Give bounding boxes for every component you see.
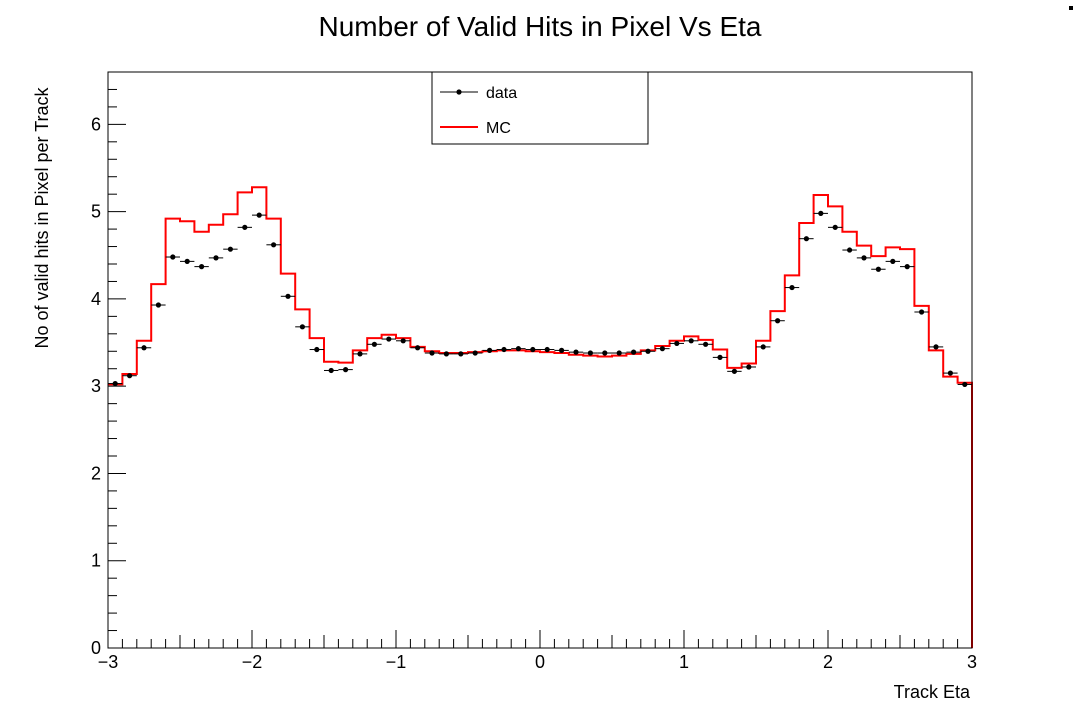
axis-ticks bbox=[107, 71, 973, 649]
y-tick-label: 0 bbox=[91, 638, 101, 658]
x-axis-label: Track Eta bbox=[894, 682, 971, 702]
data-point bbox=[357, 351, 363, 357]
data-point bbox=[472, 350, 478, 356]
data-point bbox=[184, 258, 190, 264]
y-tick-labels: 0 1 2 3 4 5 6 bbox=[91, 114, 101, 658]
x-tick-label: −3 bbox=[98, 652, 119, 672]
y-tick-label: 6 bbox=[91, 114, 101, 134]
chart-title: Number of Valid Hits in Pixel Vs Eta bbox=[319, 11, 762, 42]
data-point bbox=[659, 346, 666, 352]
y-tick-label: 1 bbox=[91, 551, 101, 571]
y-tick-label: 2 bbox=[91, 463, 101, 483]
mc-step-line bbox=[108, 186, 973, 648]
data-point bbox=[731, 368, 738, 374]
data-point bbox=[573, 349, 579, 355]
data-point bbox=[616, 350, 622, 356]
data-point bbox=[328, 367, 334, 374]
data-point bbox=[127, 373, 133, 379]
data-point bbox=[645, 348, 651, 354]
data-point bbox=[443, 351, 449, 357]
y-tick-label: 3 bbox=[91, 376, 101, 396]
data-point bbox=[803, 236, 810, 242]
data-point bbox=[904, 264, 910, 270]
data-point bbox=[703, 341, 709, 347]
x-tick-label: 3 bbox=[967, 652, 977, 672]
data-point bbox=[415, 345, 421, 351]
data-point bbox=[962, 381, 968, 388]
data-point bbox=[861, 255, 867, 261]
data-point bbox=[602, 350, 608, 356]
data-point bbox=[530, 346, 536, 353]
y-axis-label: No of valid hits in Pixel per Track bbox=[32, 86, 52, 348]
data-point bbox=[371, 341, 377, 347]
data-point bbox=[832, 224, 838, 230]
data-point bbox=[515, 346, 522, 352]
y-tick-label: 5 bbox=[91, 202, 101, 222]
x-tick-label: −2 bbox=[242, 652, 263, 672]
y-tick-label: 4 bbox=[91, 289, 101, 309]
data-point bbox=[674, 340, 680, 347]
legend-data-label: data bbox=[486, 85, 517, 102]
corner-marker bbox=[1069, 6, 1073, 10]
data-point bbox=[227, 246, 233, 252]
data-point bbox=[775, 318, 781, 324]
legend-box bbox=[431, 71, 649, 145]
x-tick-label: 2 bbox=[823, 652, 833, 672]
data-point bbox=[760, 344, 766, 350]
data-point bbox=[155, 302, 161, 308]
data-point bbox=[501, 346, 507, 353]
data-point bbox=[141, 345, 147, 351]
data-point bbox=[559, 347, 565, 353]
legend-data-marker bbox=[456, 89, 462, 95]
data-point bbox=[199, 264, 205, 270]
data-point bbox=[890, 258, 896, 264]
data-point bbox=[112, 380, 118, 387]
data-point bbox=[314, 346, 320, 353]
data-point bbox=[631, 349, 637, 355]
data-point bbox=[429, 350, 435, 356]
data-point bbox=[746, 364, 752, 370]
data-point bbox=[487, 347, 493, 353]
x-tick-label: 0 bbox=[535, 652, 545, 672]
data-point bbox=[400, 338, 406, 344]
legend-mc-label: MC bbox=[486, 120, 511, 137]
data-point bbox=[256, 212, 262, 218]
legend: data MC bbox=[431, 71, 649, 145]
x-tick-label: −1 bbox=[386, 652, 407, 672]
x-tick-label: 1 bbox=[679, 652, 689, 672]
data-point bbox=[458, 351, 464, 357]
data-point bbox=[717, 354, 723, 360]
data-point bbox=[299, 324, 305, 330]
data-point bbox=[170, 254, 176, 260]
data-point bbox=[544, 346, 550, 353]
data-point bbox=[933, 344, 939, 350]
data-point bbox=[947, 370, 954, 376]
data-point bbox=[875, 266, 882, 272]
data-point bbox=[919, 309, 925, 315]
data-point bbox=[242, 224, 248, 230]
data-series bbox=[108, 210, 972, 388]
x-tick-labels: −3 −2 −1 0 1 2 3 bbox=[98, 652, 977, 672]
data-point bbox=[688, 338, 694, 344]
data-point bbox=[847, 247, 853, 253]
data-point bbox=[789, 284, 795, 291]
data-point bbox=[271, 242, 277, 248]
data-point bbox=[285, 293, 291, 299]
data-point bbox=[343, 367, 349, 373]
data-point bbox=[386, 336, 392, 342]
data-point bbox=[587, 350, 594, 356]
mc-series bbox=[108, 186, 973, 648]
data-point bbox=[213, 255, 219, 261]
data-point bbox=[818, 210, 824, 216]
